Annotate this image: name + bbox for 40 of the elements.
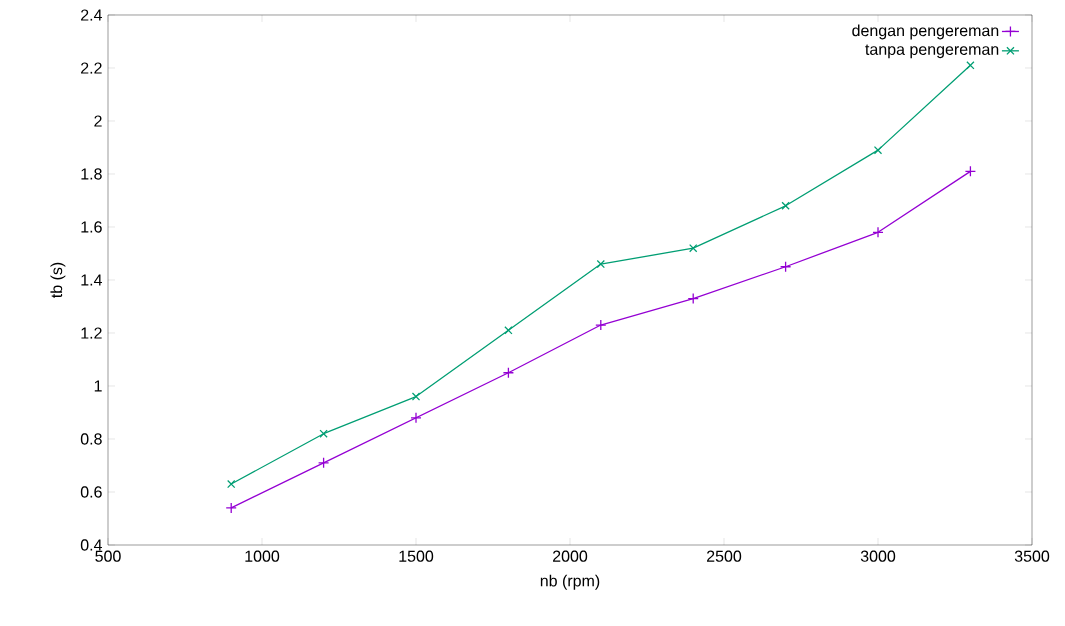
y-tick-label: 1.8 xyxy=(81,168,102,180)
x-tick-label: 500 xyxy=(95,550,121,562)
legend-label: tanpa pengereman xyxy=(865,44,999,59)
legend-label: dengan pengereman xyxy=(852,24,999,40)
point xyxy=(966,61,975,70)
point xyxy=(317,457,330,469)
y-tick-label: 0.6 xyxy=(80,486,102,498)
x-tick-label: 3500 xyxy=(1014,550,1050,562)
point xyxy=(872,226,884,238)
y-tick-label: 1.4 xyxy=(81,274,103,286)
point xyxy=(687,292,699,305)
x-tick-label: 2000 xyxy=(553,550,588,562)
point xyxy=(595,319,607,331)
x-tick-label: 2500 xyxy=(707,550,742,562)
x-tick-label: 1500 xyxy=(399,550,434,562)
y-tick-label: 1.6 xyxy=(81,221,102,233)
point xyxy=(225,502,237,514)
point xyxy=(227,479,236,489)
y-tick-label: 2.2 xyxy=(81,62,102,74)
point xyxy=(319,429,328,438)
point xyxy=(410,412,422,424)
point xyxy=(873,145,883,155)
y-tick-label: 1.2 xyxy=(81,327,102,339)
y-tick-label: 0.4 xyxy=(80,539,103,551)
x-axis-title: nb (rpm) xyxy=(540,574,600,590)
point xyxy=(964,165,977,177)
point xyxy=(689,244,698,253)
y-tick-label: 2 xyxy=(94,115,102,127)
y-axis-title: tb (s) xyxy=(50,262,66,298)
x-tick-label: 1000 xyxy=(245,550,280,562)
point xyxy=(502,367,515,379)
y-tick-label: 2.4 xyxy=(81,9,103,21)
point xyxy=(781,201,790,210)
point xyxy=(779,261,792,273)
y-tick-label: 1 xyxy=(94,380,102,392)
y-tick-label: 0.8 xyxy=(80,433,102,445)
x-tick-label: 3000 xyxy=(860,550,896,562)
point xyxy=(596,259,605,269)
point xyxy=(411,392,421,401)
point xyxy=(504,326,513,335)
